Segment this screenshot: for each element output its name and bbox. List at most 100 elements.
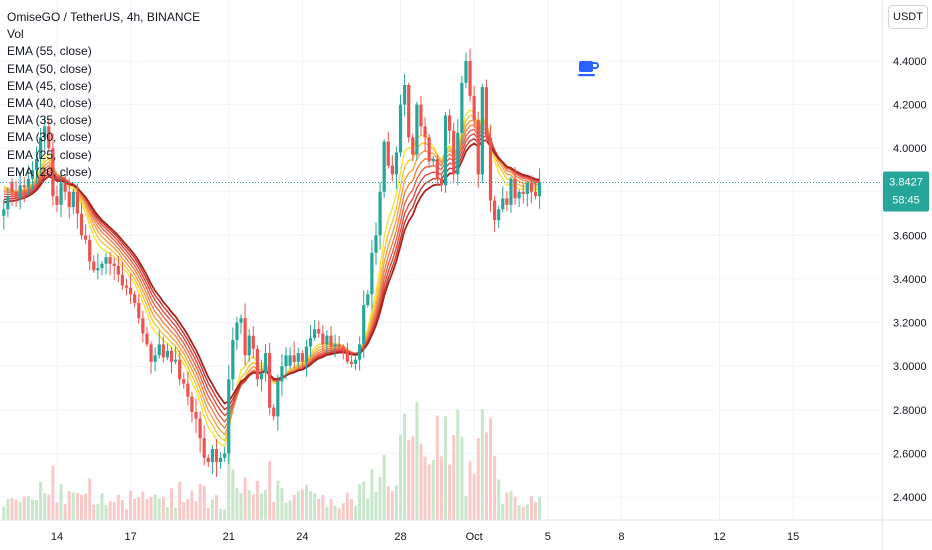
candle-body — [505, 198, 509, 205]
candle-body — [370, 252, 374, 295]
candle-body — [198, 418, 202, 439]
price-tick-label: 3.0000 — [893, 361, 927, 373]
volume-bar — [96, 504, 100, 520]
candle-body — [255, 348, 259, 380]
candle-body — [333, 344, 337, 347]
volume-bar — [435, 415, 439, 520]
candle-body — [92, 261, 96, 271]
candle-body — [284, 355, 288, 367]
volume-bar — [419, 443, 423, 520]
volume-bar — [63, 503, 67, 520]
volume-bar — [403, 413, 407, 520]
volume-bar — [145, 499, 149, 520]
currency-unit-button[interactable]: USDT — [888, 5, 928, 29]
indicator-ema-30[interactable]: EMA (30, close) — [7, 130, 92, 145]
volume-bar — [390, 491, 394, 520]
volume-bar — [464, 495, 468, 520]
candle-body — [153, 355, 157, 362]
candle-body — [161, 344, 165, 358]
candle-body — [231, 340, 235, 380]
candle-body — [145, 333, 149, 345]
candle-body — [149, 344, 153, 362]
indicator-ema-40[interactable]: EMA (40, close) — [7, 96, 92, 111]
candle-body — [59, 183, 63, 205]
candle-body — [10, 182, 14, 192]
volume-bar — [178, 481, 182, 520]
price-tick-label: 3.2000 — [893, 318, 927, 330]
candle-body — [268, 353, 272, 408]
volume-bar — [22, 496, 26, 520]
candle-body — [398, 104, 403, 153]
indicator-ema-35[interactable]: EMA (35, close) — [7, 113, 92, 128]
volume-bar — [182, 501, 186, 520]
volume-bar — [219, 508, 223, 520]
volume-bar — [452, 435, 456, 520]
volume-bar — [374, 491, 378, 520]
volume-bar — [43, 493, 47, 520]
candle-body — [227, 379, 231, 454]
volume-bar — [153, 494, 157, 520]
volume-bar — [480, 409, 484, 520]
candle-body — [513, 178, 517, 199]
volume-bar — [529, 495, 533, 520]
volume-bar — [509, 490, 513, 520]
volume-bar — [431, 459, 435, 520]
candle-body — [497, 209, 501, 221]
candle-body — [493, 200, 497, 221]
candle-body — [382, 141, 386, 192]
candle-body — [374, 235, 378, 253]
volume-bar — [137, 497, 141, 520]
volume-bar — [468, 461, 472, 520]
candle-body — [34, 159, 39, 170]
volume-bar — [214, 495, 218, 520]
volume-bar — [517, 505, 521, 520]
volume-bar — [448, 464, 452, 520]
candle-body — [452, 130, 456, 175]
volume-bar — [202, 486, 206, 520]
volume-bar — [538, 496, 542, 520]
candle-body — [419, 104, 423, 127]
candle-body — [104, 257, 108, 264]
volume-bar — [30, 499, 34, 520]
volume-bar — [362, 481, 366, 520]
price-tick-label: 2.6000 — [893, 448, 927, 460]
volume-bar — [493, 455, 497, 520]
indicator-ema-25[interactable]: EMA (25, close) — [7, 147, 92, 162]
volume-bar — [6, 498, 10, 520]
candle-body — [6, 196, 10, 210]
candle-body — [325, 335, 329, 345]
candle-body — [22, 185, 26, 188]
candle-body — [337, 344, 341, 347]
candle-body — [108, 257, 112, 264]
volume-bar — [427, 464, 431, 520]
candle-body — [341, 346, 345, 351]
candle-body — [218, 457, 223, 463]
volume-bar — [333, 505, 337, 520]
time-tick-label: 21 — [223, 531, 235, 543]
symbol-title[interactable]: OmiseGO / TetherUS, 4h, BINANCE — [7, 10, 201, 24]
price-axis: 4.40004.20004.00003.80003.60003.40003.20… — [893, 56, 927, 504]
indicator-vol[interactable]: Vol — [7, 27, 24, 42]
volume-bar — [67, 491, 71, 520]
candle-body — [235, 322, 239, 341]
indicator-ema-50[interactable]: EMA (50, close) — [7, 61, 92, 76]
volume-bar — [280, 488, 284, 520]
candle-body — [476, 119, 480, 175]
volume-bar — [125, 509, 128, 520]
coffee-cup-icon[interactable] — [577, 59, 599, 79]
volume-bar — [366, 498, 370, 520]
candle-body — [47, 126, 51, 149]
volume-bar — [489, 417, 493, 520]
candle-body — [525, 183, 529, 194]
volume-bar — [141, 491, 145, 520]
indicator-ema-55[interactable]: EMA (55, close) — [7, 44, 92, 59]
indicator-ema-20[interactable]: EMA (20, close) — [7, 164, 92, 179]
volume-bar — [345, 492, 349, 520]
volume-bar — [255, 480, 259, 520]
candle-body — [533, 191, 538, 197]
candle-body — [14, 191, 18, 199]
indicator-ema-45[interactable]: EMA (45, close) — [7, 78, 92, 93]
candle-body — [304, 346, 309, 362]
candle-body — [51, 148, 55, 197]
